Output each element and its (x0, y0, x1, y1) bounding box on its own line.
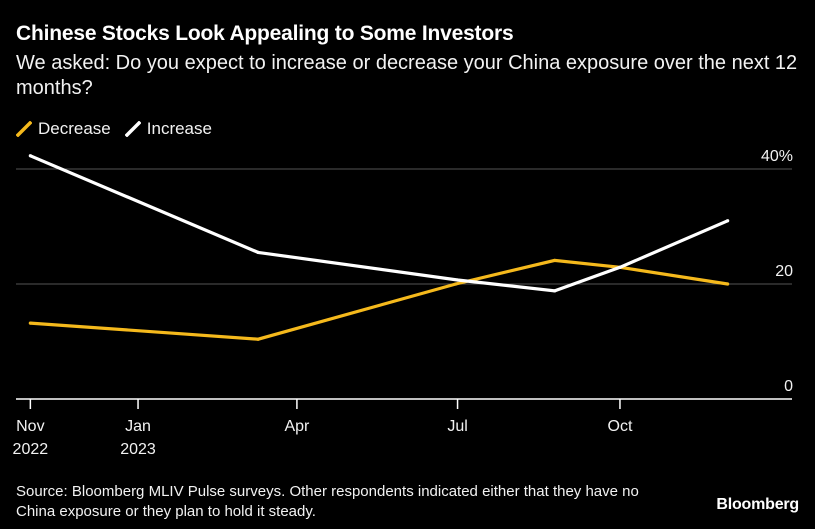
y-tick-label-20: 20 (775, 263, 793, 280)
bloomberg-logo: Bloomberg (716, 496, 799, 513)
legend: Decrease Increase (16, 118, 226, 140)
grid-layer (16, 168, 792, 285)
data-point-increase-5 (726, 219, 730, 223)
data-point-increase-3 (553, 289, 557, 293)
x-tick-label-apr: Apr (284, 418, 310, 435)
data-point-decrease-3 (553, 258, 557, 263)
chart-title: Chinese Stocks Look Appealing to Some In… (16, 22, 514, 45)
data-point-decrease-2 (454, 282, 458, 286)
data-point-increase-0 (28, 154, 32, 158)
increase-swatch-icon (124, 121, 141, 137)
x-tick-sublabel-2022: 2022 (13, 441, 49, 458)
data-point-decrease-1 (256, 337, 260, 341)
x-tick-label-nov: Nov (16, 418, 44, 435)
legend-label-increase: Increase (146, 119, 212, 138)
data-point-decrease-5 (726, 282, 730, 286)
series-line-increase (29, 154, 729, 293)
y-tick-labels: 0 20 40% (761, 148, 793, 395)
y-tick-label-0: 0 (784, 378, 793, 395)
data-point-increase-2 (455, 278, 460, 282)
series-layer (28, 154, 730, 341)
legend-item-decrease: Decrease (16, 119, 111, 139)
data-point-decrease-0 (28, 321, 32, 325)
source-note: Source: Bloomberg MLIV Pulse surveys. Ot… (16, 483, 639, 520)
data-point-increase-1 (256, 250, 260, 254)
y-tick-label-40: 40% (761, 148, 793, 165)
x-tick-label-jul: Jul (447, 418, 467, 435)
x-tick-sublabel-2023: 2023 (120, 441, 156, 458)
legend-item-increase: Increase (124, 119, 212, 139)
x-tick-label-oct: Oct (608, 418, 633, 435)
line-chart: 0 20 40% Nov 2022 Jan 2023 Apr Jul Oct (13, 148, 794, 458)
legend-label-decrease: Decrease (38, 119, 111, 138)
series-line-decrease (30, 258, 728, 341)
x-axis: Nov 2022 Jan 2023 Apr Jul Oct (13, 398, 792, 458)
data-point-increase-4 (618, 265, 622, 269)
decrease-swatch-icon (16, 121, 32, 137)
x-tick-label-jan: Jan (125, 418, 151, 435)
chart-subtitle: We asked: Do you expect to increase or d… (16, 52, 798, 99)
